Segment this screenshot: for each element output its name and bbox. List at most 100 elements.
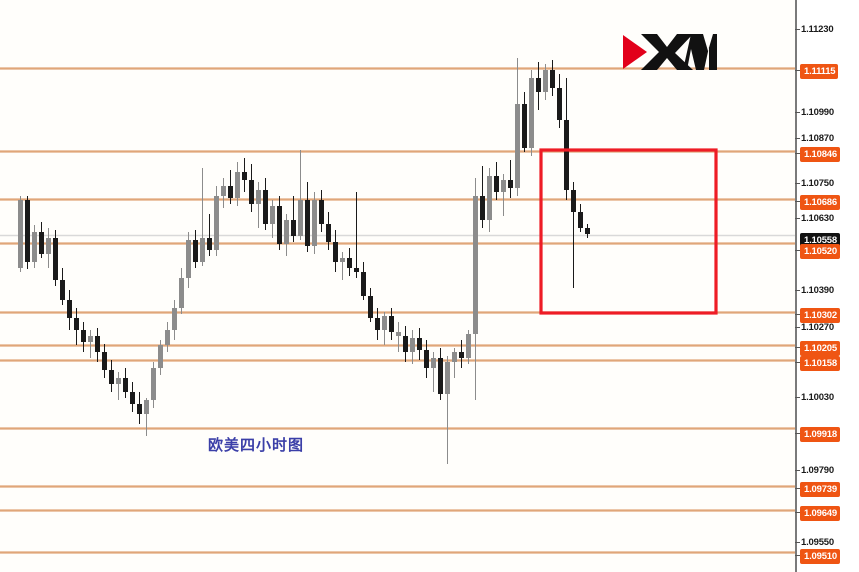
candle-body[interactable]	[578, 212, 583, 228]
candle-body[interactable]	[417, 338, 422, 350]
candle-body[interactable]	[60, 280, 65, 300]
candle-body[interactable]	[144, 400, 149, 414]
price-axis-tick	[795, 112, 800, 113]
candle-body[interactable]	[116, 378, 121, 384]
candle-body[interactable]	[543, 70, 548, 92]
candle-body[interactable]	[200, 238, 205, 262]
candle-body[interactable]	[193, 240, 198, 262]
candle-body[interactable]	[277, 206, 282, 244]
candle-body[interactable]	[557, 88, 562, 120]
candle-body[interactable]	[473, 196, 478, 334]
candle-body[interactable]	[179, 278, 184, 308]
candle-body[interactable]	[403, 336, 408, 352]
candle-body[interactable]	[256, 190, 261, 204]
price-level-tag[interactable]: 1.10302	[801, 309, 839, 322]
price-chart-plot[interactable]: 欧美四小时图	[0, 0, 795, 572]
price-axis[interactable]: 1.11230 1.11115 1.10990 1.10870 1.10846 1.107…	[795, 0, 859, 572]
candle-body[interactable]	[88, 336, 93, 342]
candle-body[interactable]	[32, 232, 37, 262]
price-level-tag[interactable]: 1.10520	[801, 245, 839, 258]
price-level-tag[interactable]: 1.09649	[801, 507, 839, 520]
candle-body[interactable]	[228, 186, 233, 198]
candle-body[interactable]	[550, 70, 555, 88]
candle-body[interactable]	[347, 258, 352, 268]
candle-body[interactable]	[480, 196, 485, 220]
candle-body[interactable]	[410, 338, 415, 352]
candle-body[interactable]	[340, 258, 345, 262]
candle-body[interactable]	[368, 296, 373, 318]
focus-box[interactable]	[539, 148, 718, 315]
candle-body[interactable]	[123, 378, 128, 392]
price-axis-tick	[795, 250, 800, 251]
candle-body[interactable]	[81, 330, 86, 342]
candle-body[interactable]	[102, 352, 107, 370]
candle-body[interactable]	[333, 242, 338, 262]
candle-body[interactable]	[46, 238, 51, 254]
price-level-tag[interactable]: 1.09739	[801, 483, 839, 496]
candle-body[interactable]	[172, 308, 177, 330]
candle-body[interactable]	[375, 318, 380, 330]
candle-body[interactable]	[39, 232, 44, 254]
candle-body[interactable]	[515, 104, 520, 188]
price-level-tag[interactable]: 1.10158	[801, 357, 839, 370]
candle-body[interactable]	[214, 196, 219, 250]
candle-body[interactable]	[25, 200, 30, 262]
candle-body[interactable]	[396, 332, 401, 336]
price-level-tag[interactable]: 1.10205	[801, 342, 839, 355]
candle-body[interactable]	[186, 240, 191, 278]
candle-body[interactable]	[438, 358, 443, 394]
candle-body[interactable]	[361, 272, 366, 296]
candle-body[interactable]	[67, 300, 72, 318]
candle-body[interactable]	[18, 200, 23, 268]
current-price-tag[interactable]: 1.10558	[801, 234, 839, 247]
price-level-tag[interactable]: 1.09918	[801, 428, 839, 441]
candle-body[interactable]	[298, 200, 303, 236]
candle-body[interactable]	[459, 352, 464, 358]
candle-body[interactable]	[151, 368, 156, 400]
candle-body[interactable]	[571, 190, 576, 212]
candle-body[interactable]	[431, 358, 436, 368]
candle-body[interactable]	[529, 78, 534, 148]
candle-body[interactable]	[522, 104, 527, 148]
candle-body[interactable]	[326, 224, 331, 242]
candle-body[interactable]	[487, 176, 492, 220]
candle-body[interactable]	[494, 176, 499, 192]
candle-body[interactable]	[284, 220, 289, 244]
candle-body[interactable]	[508, 180, 513, 188]
candle-body[interactable]	[382, 316, 387, 330]
candle-body[interactable]	[564, 120, 569, 190]
candle-body[interactable]	[221, 186, 226, 196]
candle-body[interactable]	[235, 172, 240, 198]
candle-body[interactable]	[74, 318, 79, 330]
candle-body[interactable]	[270, 206, 275, 224]
candle-body[interactable]	[263, 190, 268, 224]
candle-body[interactable]	[158, 345, 163, 368]
price-level-tag[interactable]: 1.10686	[801, 196, 839, 209]
candle-body[interactable]	[536, 78, 541, 92]
candle-body[interactable]	[291, 220, 296, 236]
candle-body[interactable]	[452, 352, 457, 362]
candle-body[interactable]	[501, 180, 506, 192]
candle-body[interactable]	[53, 238, 58, 280]
price-level-tag[interactable]: 1.11115	[801, 65, 838, 78]
candle-body[interactable]	[305, 200, 310, 246]
candle-body[interactable]	[249, 180, 254, 204]
candle-body[interactable]	[312, 200, 317, 246]
candle-body[interactable]	[424, 350, 429, 368]
price-level-tag[interactable]: 1.09510	[801, 550, 839, 563]
candle-body[interactable]	[165, 330, 170, 345]
candle-body[interactable]	[585, 228, 590, 234]
candle-body[interactable]	[319, 200, 324, 224]
candle-body[interactable]	[109, 370, 114, 384]
candle-body[interactable]	[207, 238, 212, 250]
price-axis-tick	[795, 201, 800, 202]
candle-body[interactable]	[354, 268, 359, 272]
price-level-tag[interactable]: 1.10846	[801, 148, 839, 161]
candle-body[interactable]	[466, 334, 471, 358]
candle-body[interactable]	[130, 392, 135, 404]
candle-body[interactable]	[95, 336, 100, 352]
candle-body[interactable]	[137, 404, 142, 414]
candle-body[interactable]	[242, 172, 247, 180]
candle-body[interactable]	[389, 316, 394, 332]
candle-body[interactable]	[445, 362, 450, 394]
